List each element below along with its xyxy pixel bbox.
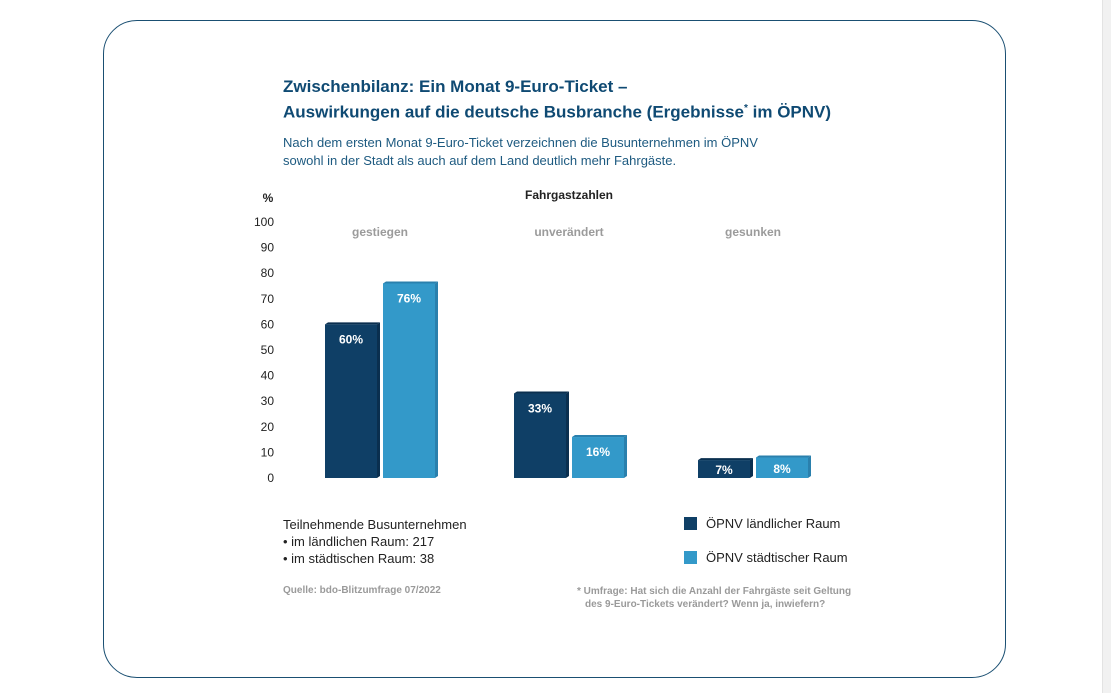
title-line-1: Zwischenbilanz: Ein Monat 9-Euro-Ticket … <box>283 77 628 96</box>
legend-label-rural: ÖPNV ländlicher Raum <box>706 516 841 531</box>
y-tick-label: 90 <box>261 241 275 255</box>
category-label: gesunken <box>725 225 781 239</box>
bar-side <box>566 391 569 478</box>
bar-side <box>624 435 627 478</box>
bar-value-label: 33% <box>528 402 552 416</box>
legend-swatch-rural <box>684 517 697 530</box>
y-axis-unit-label: % <box>263 191 274 205</box>
y-tick-label: 40 <box>261 369 275 383</box>
participants-rural: • im ländlichen Raum: 217 <box>283 534 435 549</box>
subtitle-line-1: Nach dem ersten Monat 9-Euro-Ticket verz… <box>283 135 758 150</box>
vertical-scrollbar[interactable] <box>1102 0 1111 693</box>
bar-value-label: 8% <box>773 462 791 476</box>
bar-top <box>698 458 753 461</box>
bar <box>756 457 808 478</box>
bar <box>698 460 750 478</box>
y-tick-label: 70 <box>261 292 275 306</box>
chart-subtitle: Nach dem ersten Monat 9-Euro-Ticket verz… <box>283 134 843 170</box>
y-tick-label: 60 <box>261 317 275 331</box>
y-tick-label: 100 <box>254 215 274 229</box>
legend-swatch-urban <box>684 551 697 564</box>
participants-note: Teilnehmende Busunternehmen • im ländlic… <box>283 516 467 567</box>
bar-value-label: 60% <box>339 332 363 346</box>
category-label: gestiegen <box>352 225 408 239</box>
footnote-line-1: * Umfrage: Hat sich die Anzahl der Fahrg… <box>577 586 852 597</box>
source-note: Quelle: bdo-Blitzumfrage 07/2022 <box>283 585 441 596</box>
bar-value-label: 16% <box>586 445 610 459</box>
subtitle-line-2: sowohl in der Stadt als auch auf dem Lan… <box>283 153 677 168</box>
footnote-line-2: des 9-Euro-Tickets verändert? Wenn ja, i… <box>585 599 826 610</box>
bar-top <box>383 281 438 284</box>
y-tick-label: 80 <box>261 266 275 280</box>
y-tick-label: 0 <box>267 471 274 485</box>
category-label: unverändert <box>534 225 603 239</box>
chart-title: Zwischenbilanz: Ein Monat 9-Euro-Ticket … <box>283 76 831 124</box>
bar <box>383 283 435 478</box>
chart-heading: Fahrgastzahlen <box>525 188 613 202</box>
infographic-card <box>103 20 1006 678</box>
bar-value-label: 7% <box>715 463 733 477</box>
bar-top <box>514 391 569 394</box>
bar-side <box>750 458 753 478</box>
bar-value-label: 76% <box>397 291 421 305</box>
y-tick-label: 10 <box>261 445 275 459</box>
bar-top <box>572 435 627 438</box>
participants-urban: • im städtischen Raum: 38 <box>283 551 435 566</box>
bar <box>514 393 566 478</box>
bar-top <box>756 455 811 458</box>
title-line-2: Auswirkungen auf die deutsche Busbranche… <box>283 102 832 122</box>
bar-side <box>435 281 438 478</box>
footnote: * Umfrage: Hat sich die Anzahl der Fahrg… <box>577 585 851 611</box>
y-tick-label: 50 <box>261 343 275 357</box>
y-tick-label: 20 <box>261 420 275 434</box>
bar <box>572 437 624 478</box>
participants-heading: Teilnehmende Busunternehmen <box>283 517 467 532</box>
y-tick-label: 30 <box>261 394 275 408</box>
bar-side <box>377 322 380 478</box>
bar <box>325 324 377 478</box>
legend-label-urban: ÖPNV städtischer Raum <box>706 550 848 565</box>
bar-side <box>808 455 811 478</box>
bar-top <box>325 322 380 325</box>
